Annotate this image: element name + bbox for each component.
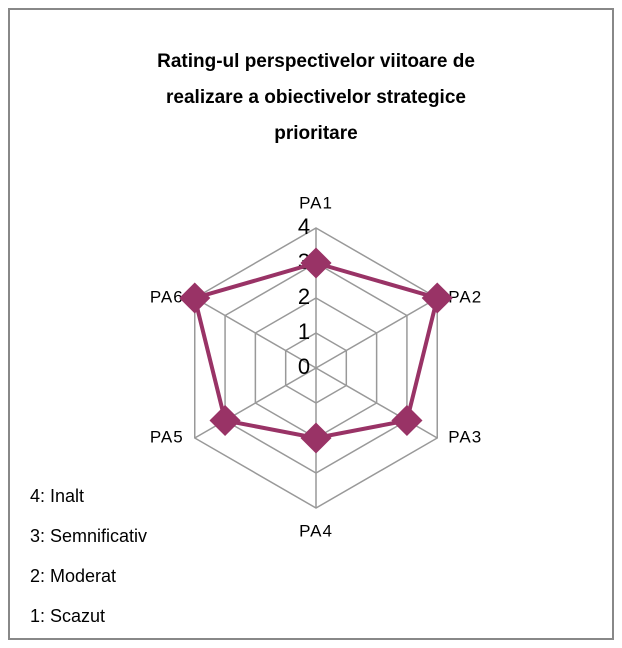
chart-title: prioritare <box>274 123 357 144</box>
axis-label: PA3 <box>448 427 482 446</box>
axis-label: PA1 <box>299 193 333 212</box>
spoke <box>315 297 438 369</box>
data-point <box>300 422 332 454</box>
axis-label: PA5 <box>150 427 184 446</box>
legend-note: 1: Scazut <box>30 606 105 626</box>
axis-label: PA2 <box>448 287 482 306</box>
chart-frame <box>8 8 614 640</box>
r-tick-label: 2 <box>298 284 310 309</box>
chart-title: realizare a obiectivelor strategice <box>166 87 466 108</box>
spoke <box>194 367 317 439</box>
r-tick-label: 0 <box>298 354 310 379</box>
data-point <box>421 282 453 314</box>
data-point <box>179 282 211 314</box>
axis-label: PA4 <box>299 521 333 540</box>
axis-label: PA6 <box>150 287 184 306</box>
legend-note: 2: Moderat <box>30 566 116 586</box>
spoke <box>194 297 317 369</box>
data-point <box>300 247 332 279</box>
data-point <box>391 404 423 437</box>
r-tick-label: 4 <box>298 214 310 239</box>
chart-title: Rating-ul perspectivelor viitoare de <box>157 51 475 72</box>
legend-note: 4: Inalt <box>30 486 84 506</box>
data-point <box>209 404 241 437</box>
r-tick-label: 1 <box>298 319 310 344</box>
spoke <box>315 367 438 439</box>
legend-note: 3: Semnificativ <box>30 526 147 546</box>
